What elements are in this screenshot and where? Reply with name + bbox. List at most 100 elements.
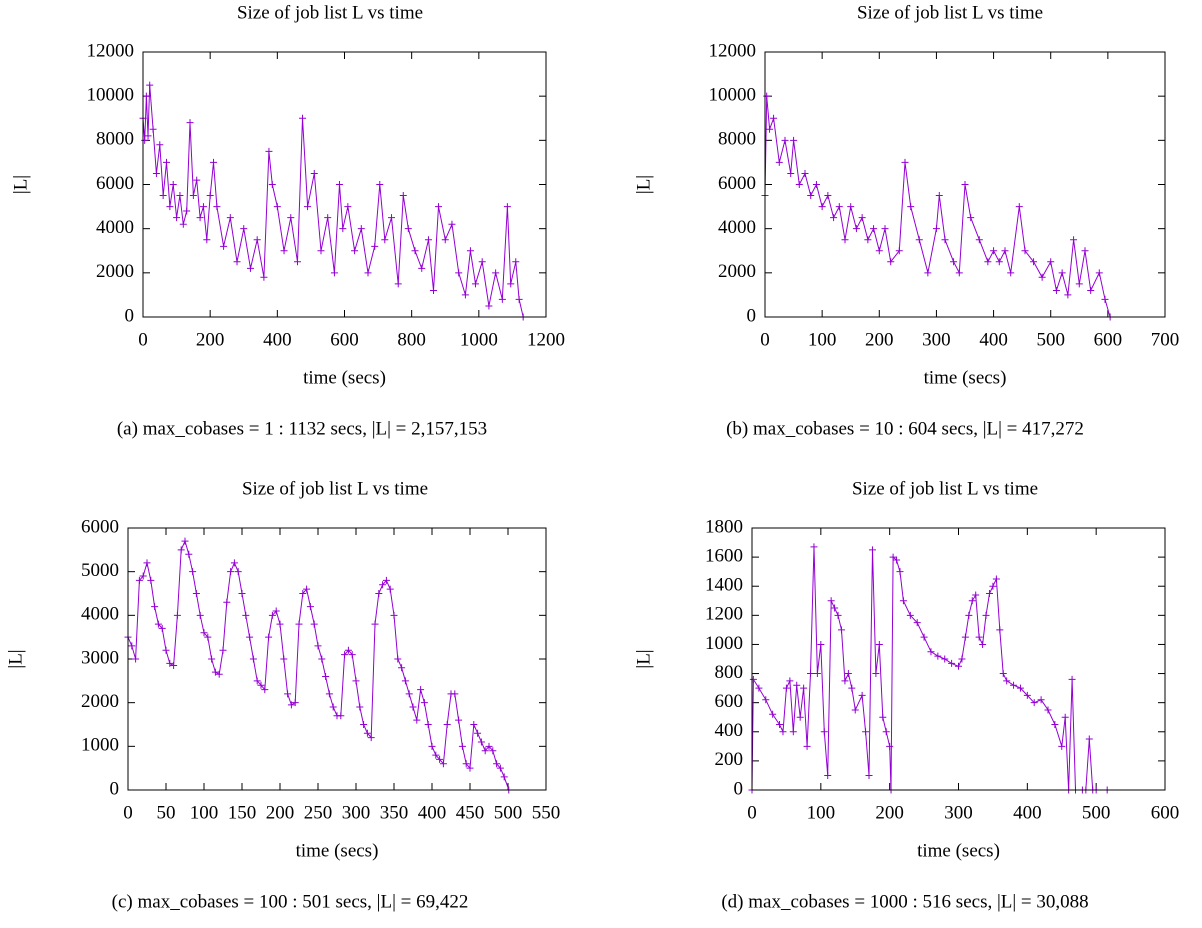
point-marker	[927, 648, 935, 656]
point-marker	[934, 652, 942, 660]
point-marker	[868, 546, 876, 554]
point-marker	[401, 677, 409, 685]
point-marker	[234, 568, 242, 576]
point-marker	[844, 670, 852, 678]
chart-title: Size of job list L vs time	[857, 2, 1043, 23]
point-marker	[913, 619, 921, 627]
point-marker	[879, 713, 887, 721]
y-tick-label: 600	[715, 691, 744, 712]
point-marker	[1044, 706, 1052, 714]
point-marker	[257, 681, 265, 689]
point-marker	[149, 125, 157, 133]
point-marker	[356, 703, 364, 711]
point-marker	[233, 258, 241, 266]
y-axis-label: |L|	[10, 175, 31, 194]
x-tick-label: 400	[979, 329, 1008, 350]
data-line	[751, 546, 1108, 791]
point-marker	[455, 269, 463, 277]
point-marker	[418, 264, 426, 272]
y-axis-label: |L|	[633, 649, 654, 668]
point-marker	[906, 611, 914, 619]
point-marker	[339, 225, 347, 233]
point-marker	[146, 81, 154, 89]
point-marker	[341, 651, 349, 659]
point-marker	[169, 181, 177, 188]
point-marker	[246, 633, 254, 641]
point-marker	[807, 192, 815, 200]
x-tick-label: 350	[380, 802, 409, 823]
point-marker	[1064, 291, 1072, 299]
x-tick-label: 500	[1082, 802, 1111, 823]
y-tick-label: 4000	[718, 217, 756, 238]
point-marker	[818, 203, 826, 211]
point-marker	[424, 721, 432, 728]
y-tick-label: 6000	[718, 173, 756, 194]
point-marker	[848, 684, 856, 692]
x-axis-label: time (secs)	[303, 367, 386, 388]
point-marker	[435, 203, 443, 211]
point-marker	[420, 699, 428, 707]
point-marker	[215, 670, 223, 678]
point-marker	[173, 214, 181, 222]
point-marker	[782, 684, 790, 692]
x-tick-label: 200	[875, 802, 904, 823]
x-tick-label: 600	[1094, 329, 1123, 350]
point-marker	[186, 119, 194, 127]
y-tick-label: 8000	[718, 129, 756, 150]
point-marker	[213, 203, 221, 211]
point-marker	[206, 192, 214, 200]
y-axis-label: |L|	[5, 649, 26, 668]
y-tick-label: 1600	[705, 545, 743, 566]
point-marker	[841, 236, 849, 244]
point-marker	[990, 247, 998, 255]
point-marker	[1021, 247, 1029, 255]
y-tick-label: 0	[747, 305, 757, 326]
point-marker	[441, 236, 449, 244]
point-marker	[280, 247, 288, 255]
point-marker	[776, 721, 784, 728]
point-marker	[317, 247, 325, 255]
point-marker	[813, 670, 821, 678]
point-marker	[812, 181, 820, 188]
point-marker	[985, 590, 993, 597]
point-marker	[471, 280, 479, 288]
point-marker	[492, 269, 500, 277]
point-marker	[887, 258, 895, 266]
x-tick-label: 200	[865, 329, 894, 350]
point-marker	[920, 633, 928, 641]
point-marker	[1101, 295, 1109, 303]
point-marker	[417, 686, 425, 694]
point-marker	[163, 158, 171, 166]
point-marker	[852, 225, 860, 233]
point-marker	[1095, 269, 1103, 277]
y-tick-label: 400	[715, 720, 744, 741]
point-marker	[329, 703, 337, 711]
point-marker	[375, 590, 383, 597]
point-marker	[851, 706, 859, 714]
point-marker	[268, 611, 276, 619]
point-marker	[429, 287, 437, 294]
point-marker	[989, 582, 997, 590]
point-marker	[287, 214, 295, 222]
x-tick-label: 0	[138, 329, 148, 350]
point-marker	[170, 662, 178, 670]
point-marker	[242, 611, 250, 619]
y-tick-label: 12000	[87, 40, 135, 61]
y-tick-label: 6000	[96, 173, 134, 194]
x-axis-label: time (secs)	[296, 840, 379, 861]
point-marker	[775, 158, 783, 166]
point-marker	[189, 192, 197, 200]
x-tick-label: 0	[747, 802, 757, 823]
point-marker	[972, 591, 980, 599]
point-marker	[837, 626, 845, 634]
point-marker	[982, 611, 990, 619]
point-marker	[196, 214, 204, 222]
point-marker	[901, 158, 909, 166]
point-marker	[409, 703, 417, 711]
point-marker	[379, 581, 387, 589]
point-marker	[287, 701, 295, 709]
point-marker	[872, 670, 880, 678]
point-marker	[1003, 677, 1011, 685]
point-marker	[166, 203, 174, 211]
point-marker	[304, 203, 312, 211]
